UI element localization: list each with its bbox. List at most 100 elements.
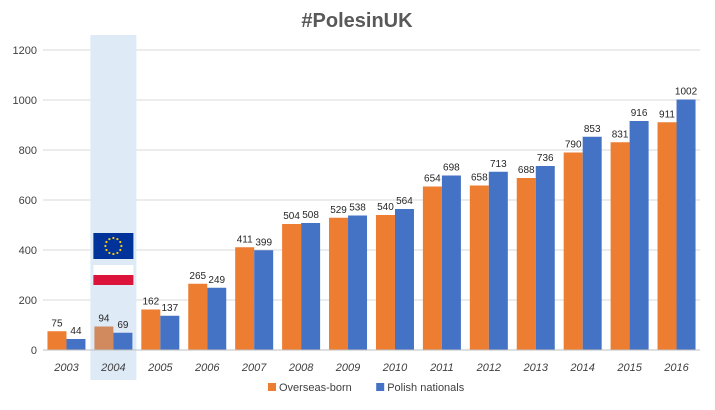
x-tick-label: 2007 [241, 362, 267, 374]
data-label-polish-nationals-2014: 853 [584, 124, 601, 135]
poland-flag-red [93, 275, 134, 285]
bar-polish-nationals-2015 [629, 121, 649, 350]
bar-overseas-born-2014 [563, 152, 583, 350]
data-label-overseas-born-2011: 654 [424, 174, 441, 185]
eu-flag-star [112, 236, 115, 240]
bar-polish-nationals-2008 [301, 223, 321, 350]
data-label-polish-nationals-2004: 69 [117, 320, 129, 331]
bar-overseas-born-2003 [47, 331, 67, 350]
bar-overseas-born-2009 [329, 217, 349, 350]
data-label-overseas-born-2016: 911 [659, 109, 675, 120]
eu-flag-star [105, 248, 108, 252]
eu-flag-star [112, 252, 115, 256]
y-tick-label: 800 [19, 145, 37, 157]
x-tick-label: 2008 [288, 362, 314, 374]
x-tick-label: 2004 [100, 362, 125, 374]
bar-polish-nationals-2016 [676, 99, 696, 350]
data-label-polish-nationals-2015: 916 [631, 108, 648, 119]
bar-polish-nationals-2012 [488, 171, 508, 350]
data-label-polish-nationals-2007: 399 [255, 237, 272, 248]
eu-flag-star [116, 251, 119, 255]
legend-item-overseas-born: Overseas-born [268, 382, 352, 394]
bar-polish-nationals-2009 [348, 215, 368, 350]
eu-flag-star [119, 248, 122, 252]
y-tick-label: 600 [19, 195, 37, 207]
eu-flag-star [116, 237, 119, 241]
eu-flag-star [108, 251, 111, 255]
bar-overseas-born-2007 [235, 247, 255, 350]
y-tick-label: 1200 [13, 45, 37, 57]
poland-flag-icon [93, 265, 134, 285]
bar-polish-nationals-2011 [441, 175, 461, 350]
x-tick-label: 2012 [476, 362, 501, 374]
data-label-polish-nationals-2012: 713 [490, 159, 507, 170]
data-label-polish-nationals-2013: 736 [537, 153, 554, 164]
data-label-overseas-born-2015: 831 [612, 129, 629, 140]
eu-flag-icon [93, 233, 134, 259]
y-tick-label: 0 [31, 345, 37, 357]
x-tick-label: 2013 [523, 362, 549, 374]
bar-overseas-born-2015 [610, 142, 630, 350]
x-tick-label: 2005 [147, 362, 173, 374]
bar-polish-nationals-2013 [535, 166, 555, 350]
data-label-overseas-born-2012: 658 [471, 173, 488, 184]
data-label-polish-nationals-2016: 1002 [675, 87, 698, 98]
eu-flag-star [119, 240, 122, 244]
x-tick-label: 2010 [382, 362, 408, 374]
bar-overseas-born-2004 [94, 326, 114, 350]
eu-flag-star [105, 240, 108, 244]
eu-flag-star [108, 237, 111, 241]
bar-polish-nationals-2005 [160, 315, 180, 350]
y-tick-label: 400 [19, 245, 37, 257]
data-label-polish-nationals-2010: 564 [396, 196, 413, 207]
chart-title: #PolesinUK [301, 10, 413, 32]
bar-polish-nationals-2003 [66, 339, 86, 350]
x-tick-label: 2016 [663, 362, 689, 374]
bar-polish-nationals-2006 [207, 287, 227, 350]
data-label-polish-nationals-2005: 137 [161, 303, 178, 314]
legend-label: Polish nationals [387, 382, 465, 394]
bar-overseas-born-2006 [188, 283, 208, 350]
data-label-overseas-born-2004: 94 [98, 314, 110, 325]
bar-overseas-born-2012 [469, 185, 489, 350]
data-label-overseas-born-2003: 75 [51, 318, 63, 329]
y-tick-label: 200 [19, 295, 37, 307]
y-tick-label: 1000 [13, 95, 37, 107]
bar-overseas-born-2016 [657, 122, 677, 350]
eu-flag-field [93, 233, 134, 259]
bar-overseas-born-2008 [282, 224, 302, 350]
bar-overseas-born-2011 [422, 186, 442, 350]
eu-flag-star [120, 244, 123, 248]
bar-polish-nationals-2014 [582, 136, 602, 350]
data-label-overseas-born-2010: 540 [377, 202, 394, 213]
poland-flag-white [93, 265, 134, 275]
x-tick-label: 2003 [53, 362, 79, 374]
data-label-overseas-born-2009: 529 [330, 205, 347, 216]
data-label-polish-nationals-2011: 698 [443, 163, 460, 174]
x-tick-label: 2014 [569, 362, 594, 374]
legend-swatch [268, 383, 276, 391]
highlight-band-2004 [90, 35, 137, 380]
data-label-overseas-born-2005: 162 [142, 297, 159, 308]
data-label-overseas-born-2008: 504 [283, 211, 300, 222]
x-tick-label: 2009 [335, 362, 360, 374]
data-label-overseas-born-2006: 265 [189, 271, 206, 282]
data-label-polish-nationals-2009: 538 [349, 203, 366, 214]
x-tick-label: 2011 [429, 362, 454, 374]
bar-overseas-born-2010 [375, 215, 395, 350]
bar-polish-nationals-2010 [394, 209, 414, 350]
data-label-overseas-born-2007: 411 [237, 234, 253, 245]
eu-flag-star [104, 244, 107, 248]
legend-swatch [376, 383, 385, 391]
x-tick-label: 2015 [616, 362, 642, 374]
bar-polish-nationals-2004 [113, 332, 133, 350]
data-label-overseas-born-2014: 790 [565, 140, 582, 151]
data-label-polish-nationals-2003: 44 [70, 326, 82, 337]
data-label-overseas-born-2013: 688 [518, 165, 535, 176]
bar-polish-nationals-2007 [254, 250, 274, 350]
bar-overseas-born-2005 [141, 309, 161, 350]
x-tick-label: 2006 [194, 362, 220, 374]
data-label-polish-nationals-2006: 249 [208, 275, 225, 286]
